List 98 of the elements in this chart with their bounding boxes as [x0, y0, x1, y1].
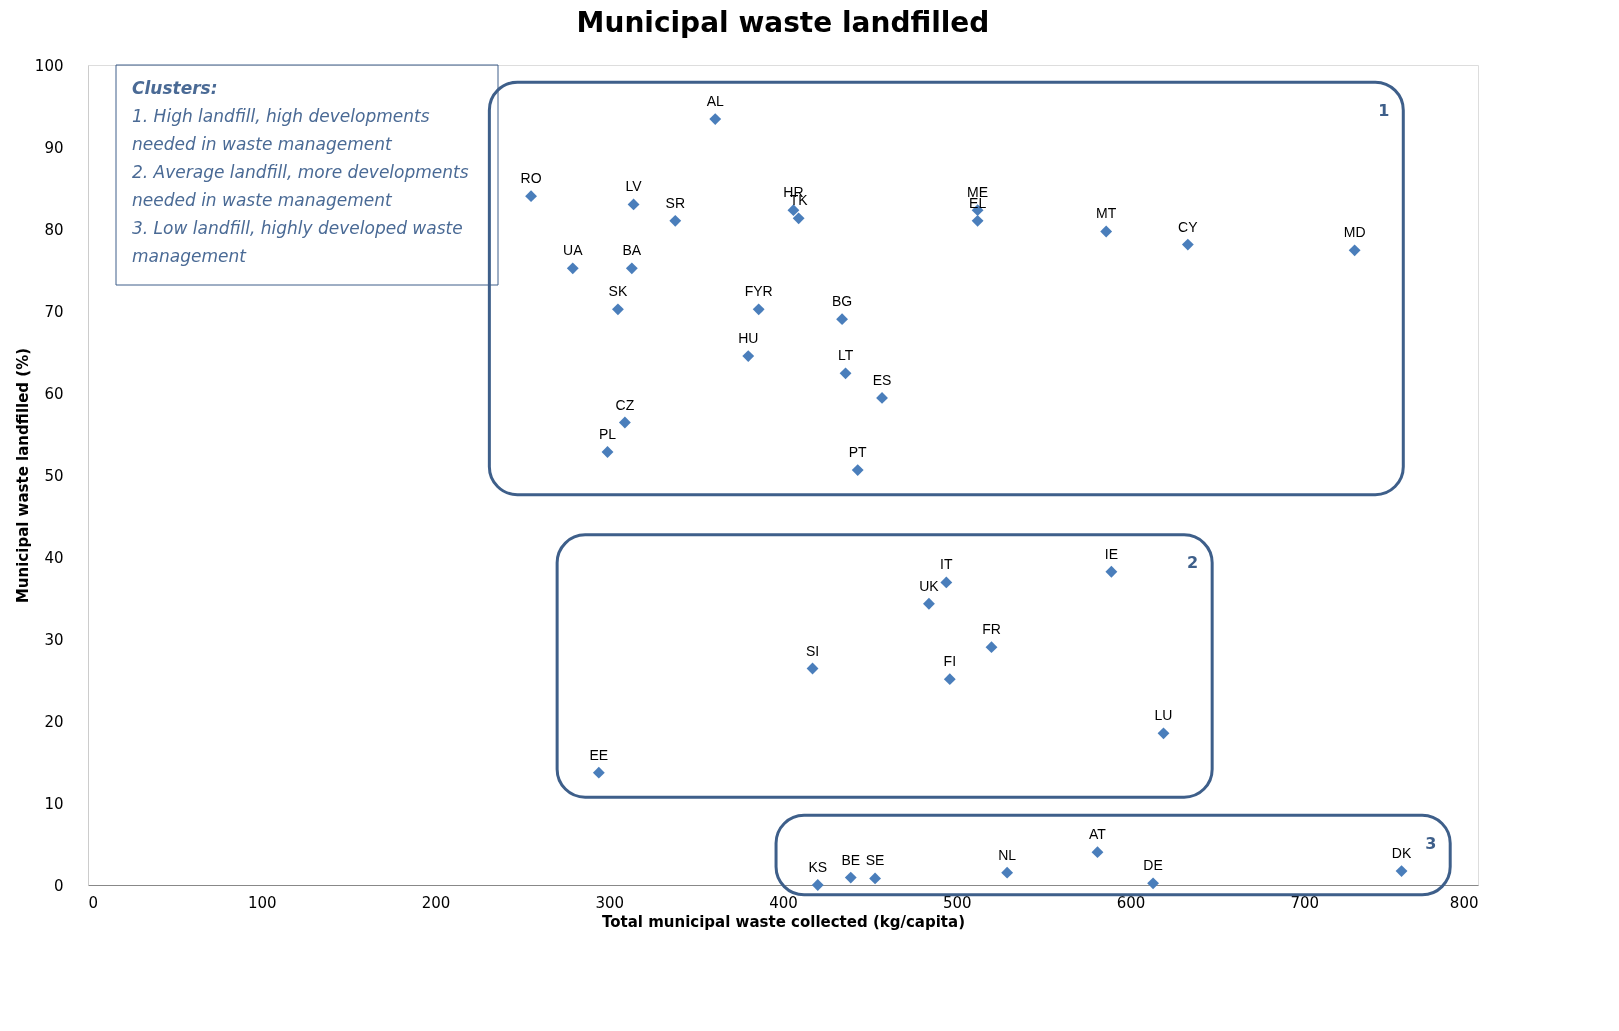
- annotation: FR: [982, 621, 1001, 638]
- x-tick-label: 100: [247, 893, 277, 912]
- x-tick-label: 300: [595, 893, 625, 912]
- annotation: NL: [998, 846, 1017, 863]
- y-tick-label: 30: [44, 630, 64, 649]
- point: [742, 350, 755, 363]
- point: [1181, 238, 1194, 251]
- point: [612, 303, 624, 316]
- x-axis-title: Total municipal waste collected (kg/capita): [602, 912, 965, 931]
- point: [869, 872, 881, 885]
- annotation: PL: [598, 426, 617, 443]
- annotation: UK: [919, 577, 940, 594]
- annotation: CZ: [615, 396, 635, 413]
- annotation: AT: [1089, 826, 1107, 843]
- annotation: HU: [738, 330, 759, 347]
- y-tick-label: 90: [44, 138, 64, 157]
- point: [566, 262, 579, 275]
- annotation: MT: [1096, 205, 1117, 222]
- annotation: IT: [940, 556, 953, 573]
- annotation: AL: [706, 93, 725, 110]
- point: [851, 464, 864, 476]
- y-tick-label: 40: [44, 548, 64, 567]
- annotation: LV: [625, 178, 643, 195]
- point: [592, 766, 605, 779]
- point: [792, 212, 805, 225]
- annotation: KS: [808, 859, 828, 875]
- annotation: SE: [865, 852, 885, 869]
- y-tick-label: 20: [44, 712, 64, 731]
- x-tick-label: 200: [421, 893, 451, 912]
- annotation: EE: [589, 746, 609, 763]
- annotation: PT: [848, 444, 868, 461]
- annotation: FI: [943, 653, 957, 670]
- annotation: Clusters:: [132, 78, 218, 98]
- annotation: SI: [805, 642, 820, 659]
- annotation: BE: [841, 851, 861, 868]
- chart-title: Municipal waste landfilled: [576, 6, 990, 39]
- point: [1147, 877, 1159, 890]
- point: [1091, 846, 1104, 859]
- point: [839, 367, 852, 380]
- annotation: MD: [1343, 224, 1366, 241]
- point: [1395, 865, 1408, 877]
- annotation: BA: [622, 242, 642, 259]
- annotation: FYR: [744, 283, 773, 300]
- annotation: BG: [831, 293, 853, 310]
- point: [1157, 727, 1170, 740]
- point: [525, 190, 537, 203]
- point: [601, 446, 614, 458]
- point: [876, 392, 888, 404]
- point: [1348, 244, 1361, 257]
- x-tick-label: 500: [942, 893, 972, 912]
- point: [943, 673, 956, 686]
- point: [940, 576, 953, 589]
- annotation: SK: [608, 283, 628, 300]
- point: [787, 204, 800, 217]
- y-axis-title: Municipal waste landfilled (%): [13, 347, 32, 604]
- annotation: 1. High landfill, high developments needed in waste management: [132, 106, 430, 154]
- point: [985, 641, 998, 654]
- annotation: RO: [520, 170, 542, 187]
- annotation: SR: [665, 194, 685, 211]
- annotation: LU: [1154, 707, 1173, 724]
- point: [627, 198, 640, 211]
- point: [618, 416, 631, 429]
- annotation: DK: [1391, 845, 1412, 862]
- point: [625, 262, 638, 275]
- text: 2: [1187, 553, 1199, 573]
- y-tick-label: 0: [53, 876, 64, 895]
- annotation: 2. Average landfill, more developments needed in waste management: [132, 162, 469, 210]
- annotation: DE: [1143, 857, 1163, 874]
- series-label: 3: [1425, 833, 1437, 853]
- x-tick-label: 800: [1449, 893, 1479, 912]
- point: [752, 303, 765, 316]
- annotation: IE: [1104, 545, 1118, 562]
- y-tick-label: 70: [44, 302, 64, 321]
- annotation: CY: [1178, 218, 1199, 235]
- text: 1: [1378, 100, 1390, 120]
- y-tick-label: 60: [44, 384, 64, 403]
- point: [836, 313, 848, 326]
- point: [923, 597, 935, 610]
- point: [971, 214, 984, 227]
- x-tick-label: 0: [88, 893, 99, 912]
- x-tick-label: 700: [1290, 893, 1320, 912]
- annotation: ES: [872, 371, 892, 388]
- point: [1100, 225, 1113, 238]
- y-tick-label: 80: [44, 220, 64, 239]
- point: [709, 113, 722, 126]
- point: [844, 871, 857, 884]
- x-tick-label: 600: [1116, 893, 1146, 912]
- y-tick-label: 50: [44, 466, 64, 485]
- annotation: 3. Low landfill, highly developed waste management: [132, 218, 463, 266]
- point: [1105, 565, 1118, 578]
- x-tick-label: 400: [769, 893, 798, 912]
- y-tick-label: 100: [34, 56, 64, 75]
- point: [811, 879, 824, 891]
- annotation: UA: [563, 242, 584, 259]
- point: [669, 214, 682, 227]
- point: [1001, 866, 1014, 879]
- y-tick-label: 10: [44, 794, 64, 813]
- annotation: LT: [837, 347, 854, 364]
